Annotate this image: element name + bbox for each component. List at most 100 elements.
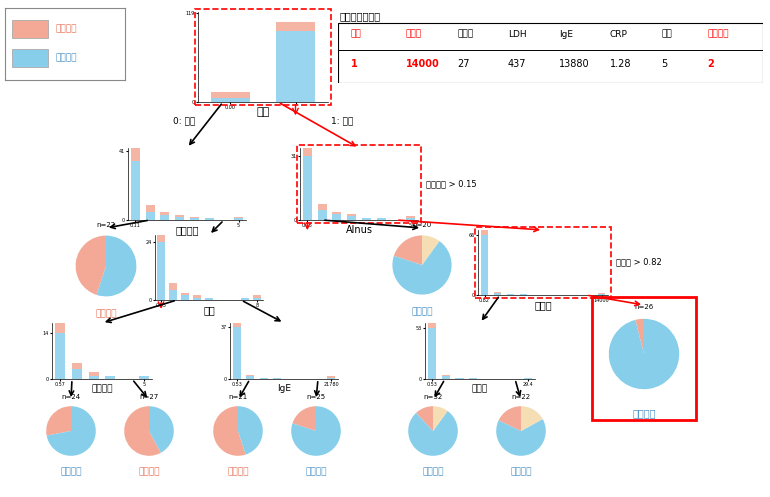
Bar xyxy=(524,378,532,379)
Bar xyxy=(105,376,116,379)
Bar xyxy=(211,92,250,98)
Text: 残存傾向: 残存傾向 xyxy=(632,408,656,418)
Wedge shape xyxy=(521,406,543,431)
Text: 13880: 13880 xyxy=(559,59,590,69)
FancyBboxPatch shape xyxy=(12,49,49,67)
Bar xyxy=(182,293,189,295)
Bar xyxy=(347,216,356,220)
Text: 残存傾向: 残存傾向 xyxy=(511,467,532,476)
Text: 437: 437 xyxy=(508,59,527,69)
Wedge shape xyxy=(433,406,447,431)
Bar xyxy=(276,22,315,31)
Bar xyxy=(242,298,249,300)
Bar xyxy=(176,217,184,220)
Text: 早期寛解: 早期寛解 xyxy=(227,467,249,476)
FancyBboxPatch shape xyxy=(338,23,763,83)
Wedge shape xyxy=(408,411,458,456)
Title: n=32: n=32 xyxy=(424,394,443,400)
Wedge shape xyxy=(46,406,71,436)
Text: 白血球: 白血球 xyxy=(534,300,552,310)
Wedge shape xyxy=(635,319,644,354)
Text: 残存傾向: 残存傾向 xyxy=(305,467,326,476)
Bar xyxy=(273,378,281,379)
Bar xyxy=(253,298,260,300)
Bar xyxy=(55,317,65,333)
Text: 早期寛解: 早期寛解 xyxy=(139,467,159,476)
Text: 患者の検査数値: 患者の検査数値 xyxy=(340,11,381,21)
Bar xyxy=(428,328,436,379)
Bar xyxy=(441,376,450,379)
Bar xyxy=(246,375,254,376)
Text: IgE: IgE xyxy=(559,30,573,39)
Bar xyxy=(205,218,213,220)
Wedge shape xyxy=(609,319,679,389)
Bar xyxy=(318,210,326,220)
Bar xyxy=(169,283,176,290)
Bar xyxy=(318,204,326,210)
FancyBboxPatch shape xyxy=(12,20,49,38)
Bar xyxy=(494,293,501,295)
Bar xyxy=(480,236,488,295)
Bar xyxy=(347,214,356,216)
Text: ハンノキ: ハンノキ xyxy=(176,225,199,235)
Wedge shape xyxy=(422,236,440,265)
Bar xyxy=(333,212,341,214)
Bar xyxy=(234,217,243,218)
Bar xyxy=(89,372,99,376)
Bar xyxy=(327,378,335,379)
Text: 白血球 > 0.82: 白血球 > 0.82 xyxy=(616,257,661,266)
Wedge shape xyxy=(496,419,546,456)
Text: 残存傾向: 残存傾向 xyxy=(60,467,82,476)
Title: n=21: n=21 xyxy=(229,394,248,400)
Text: 早期寛解: 早期寛解 xyxy=(55,25,77,34)
Bar xyxy=(157,230,165,242)
Bar xyxy=(246,376,254,379)
Bar xyxy=(333,214,341,220)
Wedge shape xyxy=(238,406,263,455)
Text: 性別: 性別 xyxy=(256,107,270,117)
Title: n=27: n=27 xyxy=(139,394,159,400)
Text: 14000: 14000 xyxy=(406,59,440,69)
Wedge shape xyxy=(498,406,521,431)
Bar xyxy=(206,298,213,300)
Text: 5: 5 xyxy=(661,59,668,69)
Text: ハンノキ: ハンノキ xyxy=(92,384,112,393)
Title: n=24: n=24 xyxy=(62,394,81,400)
Text: 0: 女性: 0: 女性 xyxy=(172,116,195,125)
Bar xyxy=(131,162,140,220)
Text: ハンノキ: ハンノキ xyxy=(708,30,729,39)
Text: 27: 27 xyxy=(457,59,470,69)
Bar xyxy=(193,295,201,298)
Bar xyxy=(72,362,82,369)
Wedge shape xyxy=(393,236,422,265)
Wedge shape xyxy=(149,406,174,453)
Bar xyxy=(190,217,199,218)
Bar xyxy=(211,98,250,102)
Bar xyxy=(455,378,464,379)
Text: スギ: スギ xyxy=(661,30,671,39)
Bar xyxy=(176,215,184,217)
Text: CRP: CRP xyxy=(610,30,628,39)
Bar xyxy=(428,320,436,328)
Bar xyxy=(407,216,415,218)
Bar xyxy=(253,295,260,298)
Bar xyxy=(441,375,450,376)
Text: 好酸球: 好酸球 xyxy=(457,30,473,39)
Bar xyxy=(327,376,335,378)
Bar xyxy=(55,333,65,379)
Wedge shape xyxy=(393,241,451,295)
Bar xyxy=(146,212,155,220)
Text: 白血球: 白血球 xyxy=(406,30,422,39)
Bar xyxy=(598,293,605,294)
Title: n=26: n=26 xyxy=(634,304,654,310)
Text: 残存傾向: 残存傾向 xyxy=(411,307,433,316)
Text: スギ: スギ xyxy=(203,305,215,315)
Bar xyxy=(233,320,241,327)
Bar xyxy=(160,215,169,220)
Text: IgE: IgE xyxy=(277,384,291,393)
Text: 残存傾向: 残存傾向 xyxy=(422,467,444,476)
Bar xyxy=(72,369,82,379)
Wedge shape xyxy=(213,406,246,456)
Bar xyxy=(303,156,312,220)
Wedge shape xyxy=(75,236,106,295)
